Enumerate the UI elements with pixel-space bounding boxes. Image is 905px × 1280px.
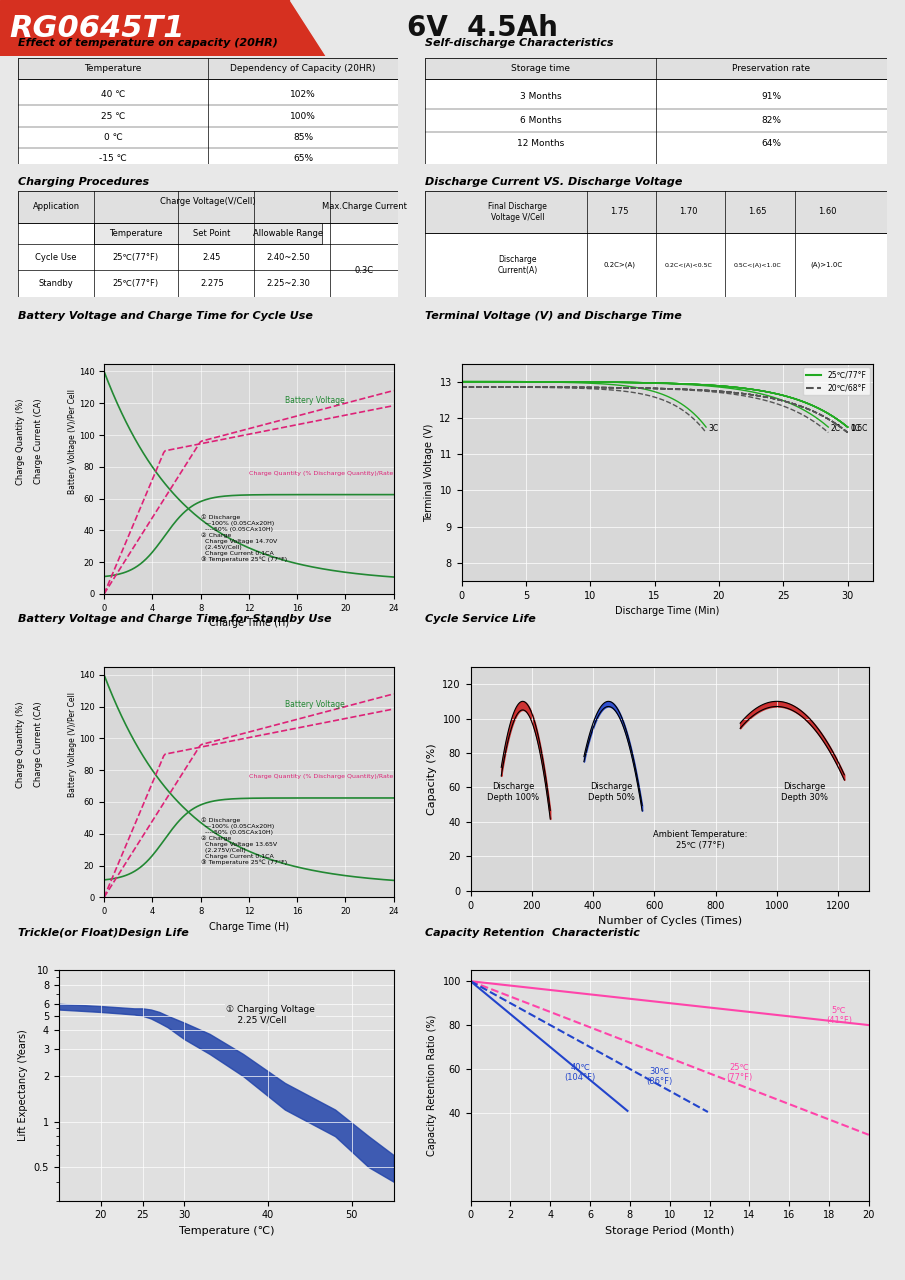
Text: 2.40~2.50: 2.40~2.50 [266,252,310,261]
X-axis label: Temperature (℃): Temperature (℃) [178,1226,274,1236]
Text: 1.75: 1.75 [610,207,628,216]
Text: Charge Current (CA): Charge Current (CA) [34,398,43,484]
Text: RG0645T1: RG0645T1 [9,14,185,42]
Y-axis label: Capacity Retention Ratio (%): Capacity Retention Ratio (%) [427,1015,437,1156]
Text: Charge Current (CA): Charge Current (CA) [34,701,43,787]
Text: 25 ℃: 25 ℃ [101,111,125,120]
Text: 1C: 1C [850,424,860,433]
Text: Battery Voltage and Charge Time for Cycle Use: Battery Voltage and Charge Time for Cycl… [18,311,313,321]
Text: 0.3C: 0.3C [355,266,374,275]
Text: Ambient Temperature:
25℃ (77°F): Ambient Temperature: 25℃ (77°F) [653,831,748,850]
Text: Discharge
Current(A): Discharge Current(A) [498,256,538,275]
Text: Discharge
Depth 50%: Discharge Depth 50% [588,782,635,801]
Text: 40 ℃: 40 ℃ [101,91,125,100]
Text: Charge Voltage(V/Cell): Charge Voltage(V/Cell) [160,197,256,206]
Text: 30℃
(86°F): 30℃ (86°F) [646,1068,673,1087]
Text: 0.2C<(A)<0.5C: 0.2C<(A)<0.5C [664,262,712,268]
Y-axis label: Capacity (%): Capacity (%) [427,744,437,814]
Text: Battery Voltage: Battery Voltage [285,397,345,406]
Text: 6 Months: 6 Months [520,115,561,124]
Legend: 25℃/77°F, 20℃/68°F: 25℃/77°F, 20℃/68°F [803,367,870,396]
Text: Temperature: Temperature [84,64,142,73]
X-axis label: Charge Time (H): Charge Time (H) [209,922,289,932]
Text: Cycle Service Life: Cycle Service Life [425,614,536,625]
Text: 85%: 85% [293,133,313,142]
Y-axis label: Lift Expectancy (Years): Lift Expectancy (Years) [18,1029,28,1142]
Text: 0 ℃: 0 ℃ [104,133,122,142]
Bar [425,58,887,79]
Text: 25℃(77°F): 25℃(77°F) [113,279,159,288]
Text: Max.Charge Current: Max.Charge Current [321,202,406,211]
X-axis label: Storage Period (Month): Storage Period (Month) [605,1226,734,1236]
Text: Discharge
Depth 100%: Discharge Depth 100% [488,782,539,801]
Text: ① Charging Voltage
    2.25 V/Cell: ① Charging Voltage 2.25 V/Cell [226,1005,315,1025]
Text: 40℃
(104°F): 40℃ (104°F) [565,1062,595,1082]
Text: 64%: 64% [761,140,782,148]
Text: Final Discharge
Voltage V/Cell: Final Discharge Voltage V/Cell [488,202,548,221]
Text: 65%: 65% [293,154,313,163]
Text: 6V  4.5Ah: 6V 4.5Ah [407,14,558,42]
Text: 2C: 2C [831,424,841,433]
Text: Charge Quantity (%): Charge Quantity (%) [16,398,25,485]
Text: 3C: 3C [709,424,719,433]
Text: Charge Quantity (%): Charge Quantity (%) [16,701,25,788]
Text: Self-discharge Characteristics: Self-discharge Characteristics [425,38,614,49]
Text: 3 Months: 3 Months [520,92,561,101]
Text: 25℃
(77°F): 25℃ (77°F) [726,1062,753,1082]
Text: 100%: 100% [291,111,316,120]
Text: ① Discharge
  —100% (0.05CAx20H)
  ----50% (0.05CAx10H)
② Charge
  Charge Voltag: ① Discharge —100% (0.05CAx20H) ----50% (… [201,515,287,562]
Bar [18,58,398,79]
Text: 2.275: 2.275 [200,279,224,288]
Text: Battery Voltage (V)/Per Cell: Battery Voltage (V)/Per Cell [68,692,77,797]
Polygon shape [290,0,905,56]
Text: 1.65: 1.65 [748,207,767,216]
Text: Storage time: Storage time [511,64,570,73]
Text: -15 ℃: -15 ℃ [100,154,127,163]
Text: Effect of temperature on capacity (20HR): Effect of temperature on capacity (20HR) [18,38,278,49]
Text: 82%: 82% [761,115,782,124]
Text: 0.2C>(A): 0.2C>(A) [604,262,635,269]
Text: Charge Quantity (% Discharge Quantity)/Rate: Charge Quantity (% Discharge Quantity)/R… [249,471,393,476]
Text: 5℃
(41°F): 5℃ (41°F) [826,1006,852,1025]
Text: 12 Months: 12 Months [517,140,565,148]
Text: Terminal Voltage (V) and Discharge Time: Terminal Voltage (V) and Discharge Time [425,311,682,321]
Text: Trickle(or Float)Design Life: Trickle(or Float)Design Life [18,928,189,938]
Text: (A)>1.0C: (A)>1.0C [811,262,843,269]
Text: Set Point: Set Point [194,229,231,238]
Text: Charge Quantity (% Discharge Quantity)/Rate: Charge Quantity (% Discharge Quantity)/R… [249,774,393,780]
Text: Cycle Use: Cycle Use [35,252,77,261]
X-axis label: Discharge Time (Min): Discharge Time (Min) [615,607,719,617]
Text: Temperature: Temperature [110,229,163,238]
Text: Battery Voltage and Charge Time for Standby Use: Battery Voltage and Charge Time for Stan… [18,614,331,625]
Text: Preservation rate: Preservation rate [732,64,811,73]
Text: 0.6C: 0.6C [850,424,868,433]
Text: Allowable Range: Allowable Range [252,229,323,238]
Bar [425,191,887,233]
Text: Battery Voltage (V)/Per Cell: Battery Voltage (V)/Per Cell [68,389,77,494]
Text: 91%: 91% [761,92,782,101]
Y-axis label: Terminal Voltage (V): Terminal Voltage (V) [424,424,433,521]
Text: Charging Procedures: Charging Procedures [18,177,149,187]
Text: Discharge
Depth 30%: Discharge Depth 30% [781,782,828,801]
Text: 2.45: 2.45 [203,252,221,261]
Bar [94,223,322,244]
Text: 1.60: 1.60 [817,207,836,216]
Text: Discharge Current VS. Discharge Voltage: Discharge Current VS. Discharge Voltage [425,177,682,187]
Text: Application: Application [33,202,80,211]
Bar [18,191,398,223]
X-axis label: Number of Cycles (Times): Number of Cycles (Times) [597,916,742,927]
Text: 102%: 102% [291,91,316,100]
Text: 1.70: 1.70 [679,207,698,216]
Text: 2.25~2.30: 2.25~2.30 [266,279,310,288]
X-axis label: Charge Time (H): Charge Time (H) [209,618,289,628]
Text: ① Discharge
  —100% (0.05CAx20H)
  ----50% (0.05CAx10H)
② Charge
  Charge Voltag: ① Discharge —100% (0.05CAx20H) ----50% (… [201,818,287,865]
Text: 0.5C<(A)<1.0C: 0.5C<(A)<1.0C [734,262,782,268]
Text: Capacity Retention  Characteristic: Capacity Retention Characteristic [425,928,640,938]
Text: Battery Voltage: Battery Voltage [285,700,345,709]
Text: 25℃(77°F): 25℃(77°F) [113,252,159,261]
Text: Standby: Standby [39,279,73,288]
Text: Dependency of Capacity (20HR): Dependency of Capacity (20HR) [231,64,376,73]
